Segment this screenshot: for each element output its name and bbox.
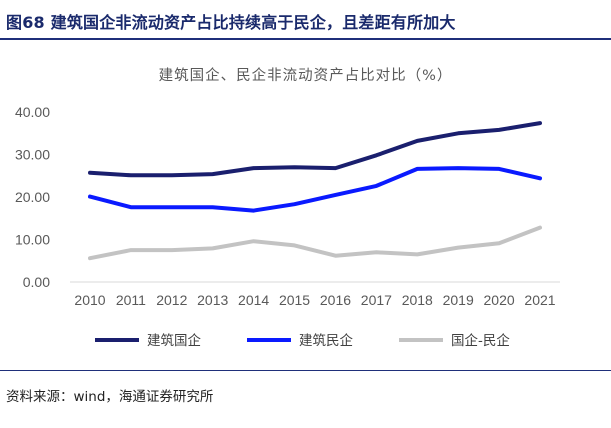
y-tick-label: 0.00 <box>23 274 50 290</box>
y-tick-label: 30.00 <box>15 147 50 163</box>
legend-label: 建筑国企 <box>147 332 201 349</box>
series-line-3 <box>88 225 542 261</box>
legend: 建筑国企 建筑民企 国企-民企 <box>95 332 510 349</box>
series-line-2 <box>88 166 542 213</box>
x-tick-label: 2015 <box>279 292 310 308</box>
x-tick-label: 2013 <box>197 292 228 308</box>
x-axis-ticks: 2010 2011 2012 2013 2014 2015 2016 2017 2018 2019… <box>74 292 555 308</box>
source-note: 资料来源：wind，海通证券研究所 <box>6 389 214 405</box>
y-axis-ticks: 0.00 10.00 20.00 30.00 40.00 <box>15 104 50 290</box>
x-tick-label: 2019 <box>443 292 474 308</box>
x-tick-label: 2017 <box>361 292 392 308</box>
series-lines <box>88 121 542 261</box>
x-tick-label: 2012 <box>156 292 187 308</box>
x-tick-label: 2014 <box>238 292 269 308</box>
x-tick-label: 2010 <box>74 292 105 308</box>
series-line-1 <box>88 121 542 178</box>
bottom-rule <box>0 370 611 371</box>
chart-title: 建筑国企、民企非流动资产占比对比（%） <box>158 68 453 84</box>
x-tick-label: 2011 <box>116 292 146 308</box>
x-tick-label: 2018 <box>402 292 433 308</box>
x-tick-label: 2021 <box>524 292 555 308</box>
y-tick-label: 20.00 <box>15 189 50 205</box>
x-tick-label: 2016 <box>320 292 351 308</box>
top-rule <box>0 38 611 40</box>
figure-title: 图68 建筑国企非流动资产占比持续高于民企，且差距有所加大 <box>6 13 456 32</box>
y-tick-label: 10.00 <box>15 232 50 248</box>
legend-label: 国企-民企 <box>451 332 510 349</box>
legend-label: 建筑民企 <box>299 332 353 349</box>
x-tick-label: 2020 <box>484 292 515 308</box>
y-tick-label: 40.00 <box>15 104 50 120</box>
